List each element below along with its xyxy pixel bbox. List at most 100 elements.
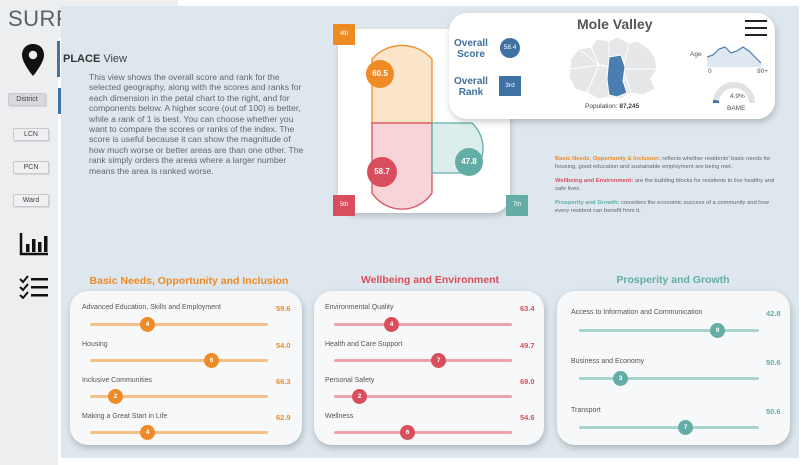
metric-value: 54.6 <box>520 413 535 422</box>
nav-ward-button[interactable]: Ward <box>13 194 49 207</box>
metric-track <box>90 395 268 398</box>
petal-wellbeing-rank: 5th <box>333 195 355 216</box>
metric-value: 50.6 <box>766 407 781 416</box>
rank-knob[interactable]: 3 <box>613 371 628 386</box>
metric-track <box>334 395 512 398</box>
metric-label: Access to Information and Communication <box>571 309 703 316</box>
metric-value: 49.7 <box>520 341 535 350</box>
district-selected-indicator <box>58 88 61 114</box>
rank-knob[interactable]: 6 <box>204 353 219 368</box>
metric-label: Transport <box>571 407 601 414</box>
legend-basic-title: Basic Needs, Opportunity & Inclusion: <box>555 156 661 162</box>
metric-value: 59.6 <box>276 304 291 313</box>
petal-prosperity-score: 47.8 <box>455 148 483 176</box>
bar-chart-icon[interactable] <box>19 232 49 256</box>
nav-lcn-button[interactable]: LCN <box>13 128 49 141</box>
legend-basic-text: reflects whether residents' basic needs … <box>555 156 771 170</box>
legend-prosperity-title: Prosperity and Growth: <box>555 200 620 206</box>
metric-track <box>579 329 759 332</box>
age-max: 90+ <box>757 68 769 75</box>
map-pin-icon[interactable] <box>20 43 46 77</box>
petal-basic-score: 60.5 <box>366 60 394 88</box>
metric-track <box>579 426 759 429</box>
petal-chart <box>371 44 484 210</box>
rank-knob[interactable]: 7 <box>678 420 693 435</box>
section-title-basic: Basic Needs, Opportunity and Inclusion <box>89 275 289 287</box>
rank-knob[interactable]: 2 <box>352 389 367 404</box>
place-name: Mole Valley <box>577 16 653 32</box>
overall-score-value: 58.4 <box>500 38 520 58</box>
metric-value: 62.9 <box>276 413 291 422</box>
selected-district-mole-valley <box>606 54 628 98</box>
metric-label: Inclusive Communities <box>82 377 153 384</box>
age-min: 0 <box>708 68 712 75</box>
bame-value: 4.9% <box>730 93 745 100</box>
metric-label: Environmental Quality <box>325 304 394 311</box>
legend-basic: Basic Needs, Opportunity & Inclusion: re… <box>555 155 775 171</box>
legend-prosperity: Prosperity and Growth: considers the eco… <box>555 199 775 215</box>
place-summary-card: Mole Valley Overall Score 58.4 Overall R… <box>449 13 775 119</box>
place-view-indicator <box>57 41 60 77</box>
dimension-legend: Basic Needs, Opportunity & Inclusion: re… <box>555 155 775 221</box>
rank-knob[interactable]: 7 <box>431 353 446 368</box>
section-title-prosperity: Prosperity and Growth <box>616 274 730 286</box>
metric-label: Wellness <box>325 413 354 420</box>
section-title-wellbeing: Wellbeing and Environment <box>360 274 500 286</box>
metric-track <box>90 431 268 434</box>
place-view-description: This view shows the overall score and ra… <box>89 72 304 176</box>
metric-track <box>90 359 268 362</box>
metric-label: Making a Great Start in Life <box>82 413 168 420</box>
hamburger-menu-icon[interactable] <box>745 20 767 36</box>
metric-label: Business and Economy <box>571 358 645 365</box>
population: Population: 87,245 <box>585 103 639 110</box>
rank-knob[interactable]: 4 <box>140 317 155 332</box>
panel-wellbeing: Environmental Quality 63.4 4 Health and … <box>314 291 544 445</box>
metric-label: Personal Safety <box>325 377 375 384</box>
checklist-icon[interactable] <box>19 275 49 300</box>
overall-score-label: Overall Score <box>454 38 488 60</box>
place-view-title-rest: View <box>100 53 127 65</box>
legend-prosperity-text: considers the economic success of a comm… <box>555 200 769 214</box>
metric-track <box>334 431 512 434</box>
metric-track <box>334 323 512 326</box>
rank-knob[interactable]: 9 <box>710 323 725 338</box>
legend-wellbeing: Wellbeing and Environment: are the build… <box>555 177 775 193</box>
metric-value: 42.8 <box>766 309 781 318</box>
metric-value: 63.4 <box>520 304 535 313</box>
population-value: 87,245 <box>619 103 640 110</box>
panel-prosperity: Access to Information and Communication … <box>557 291 790 445</box>
metric-value: 69.0 <box>520 377 535 386</box>
surrey-district-map <box>568 36 658 100</box>
bame-label: BAME <box>727 105 746 112</box>
metric-label: Housing <box>82 341 108 348</box>
panel-basic: Advanced Education, Skills and Employmen… <box>70 291 302 445</box>
bame-gauge <box>712 82 755 104</box>
age-label: Age <box>690 51 702 58</box>
age-distribution-sparkline <box>707 46 761 67</box>
petal-prosperity-rank: 7th <box>506 195 528 216</box>
metric-track <box>334 359 512 362</box>
rank-knob[interactable]: 4 <box>140 425 155 440</box>
population-label: Population: <box>585 103 618 110</box>
rank-knob[interactable]: 6 <box>400 425 415 440</box>
nav-pcn-button[interactable]: PCN <box>13 161 49 174</box>
metric-track <box>90 323 268 326</box>
metric-value: 54.0 <box>276 341 291 350</box>
metric-value: 50.6 <box>766 358 781 367</box>
rank-knob[interactable]: 2 <box>108 389 123 404</box>
overall-rank-value: 3rd <box>499 76 521 96</box>
legend-wellbeing-text: are the building blocks for residents to… <box>555 178 775 192</box>
overall-rank-label: Overall Rank <box>454 76 488 98</box>
rank-knob[interactable]: 4 <box>384 317 399 332</box>
metric-value: 66.3 <box>276 377 291 386</box>
petal-wellbeing-score: 58.7 <box>367 157 397 187</box>
metric-label: Health and Care Support <box>325 341 403 348</box>
place-view-heading: PLACE View <box>63 53 127 65</box>
metric-label: Advanced Education, Skills and Employmen… <box>82 304 221 311</box>
legend-wellbeing-title: Wellbeing and Environment: <box>555 178 634 184</box>
petal-basic-rank: 4th <box>333 24 355 45</box>
nav-district-button[interactable]: District <box>8 93 46 106</box>
petal-wellbeing <box>371 122 433 210</box>
place-view-title-bold: PLACE <box>63 53 101 65</box>
metric-track <box>579 377 759 380</box>
